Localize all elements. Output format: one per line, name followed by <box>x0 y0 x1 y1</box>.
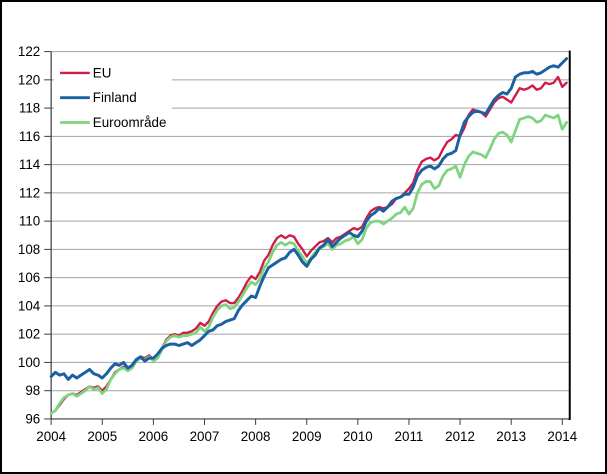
series-finland-line <box>49 57 569 381</box>
y-axis-label-96: 96 <box>25 411 40 426</box>
x-axis-label-2005: 2005 <box>87 429 117 444</box>
legend-label-finland: Finland <box>93 90 137 105</box>
x-axis-label-2014: 2014 <box>547 429 577 444</box>
y-axis-label-104: 104 <box>18 298 41 313</box>
y-axis-label-106: 106 <box>18 270 40 285</box>
x-axis-label-2013: 2013 <box>496 429 526 444</box>
x-axis-label-2004: 2004 <box>36 429 66 444</box>
y-axis-label-110: 110 <box>19 214 40 229</box>
legend-label-eu: EU <box>93 65 112 80</box>
legend-label-euroomrde: Euroområde <box>93 115 167 130</box>
x-axis-label-2012: 2012 <box>445 429 475 444</box>
y-axis-label-102: 102 <box>18 327 40 342</box>
x-axis-label-2011: 2011 <box>395 429 424 444</box>
y-axis-label-118: 118 <box>19 101 40 116</box>
y-axis-label-100: 100 <box>18 355 40 370</box>
y-axis-label-120: 120 <box>18 72 40 87</box>
x-axis-label-2009: 2009 <box>292 429 322 444</box>
y-axis-label-122: 122 <box>18 44 40 59</box>
y-axis-label-116: 116 <box>19 129 40 144</box>
y-axis-label-114: 114 <box>19 157 41 172</box>
y-axis-label-112: 112 <box>19 185 40 200</box>
x-axis-label-2010: 2010 <box>343 429 373 444</box>
x-axis-label-2007: 2007 <box>190 429 220 444</box>
y-axis-label-108: 108 <box>18 242 40 257</box>
x-axis-label-2008: 2008 <box>241 429 271 444</box>
x-axis-label-2006: 2006 <box>138 429 168 444</box>
y-axis-label-98: 98 <box>25 383 40 398</box>
